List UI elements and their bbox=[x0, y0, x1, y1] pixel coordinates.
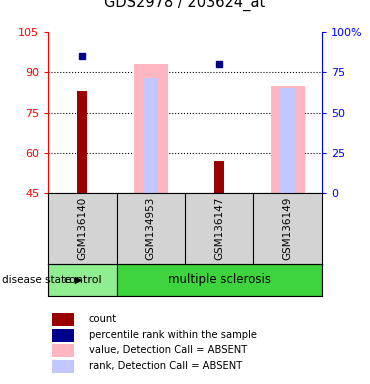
Bar bbox=[52, 360, 74, 373]
Bar bbox=[280, 88, 295, 193]
Text: disease state ▶: disease state ▶ bbox=[2, 275, 83, 285]
Bar bbox=[52, 313, 74, 326]
Text: value, Detection Call = ABSENT: value, Detection Call = ABSENT bbox=[89, 345, 247, 355]
Bar bbox=[77, 91, 87, 193]
Bar bbox=[52, 329, 74, 342]
Bar bbox=[117, 264, 322, 296]
Bar bbox=[134, 64, 168, 193]
Bar bbox=[48, 264, 117, 296]
Text: GSM134953: GSM134953 bbox=[146, 197, 156, 260]
Text: rank, Detection Call = ABSENT: rank, Detection Call = ABSENT bbox=[89, 361, 242, 371]
Text: GSM136140: GSM136140 bbox=[77, 197, 87, 260]
Bar bbox=[143, 78, 158, 193]
Bar bbox=[270, 86, 305, 193]
Text: GSM136147: GSM136147 bbox=[214, 197, 224, 260]
Text: multiple sclerosis: multiple sclerosis bbox=[168, 273, 271, 286]
Text: GSM136149: GSM136149 bbox=[283, 197, 293, 260]
Text: count: count bbox=[89, 314, 117, 324]
Text: GDS2978 / 203624_at: GDS2978 / 203624_at bbox=[104, 0, 266, 11]
Bar bbox=[52, 344, 74, 357]
Bar bbox=[214, 161, 224, 193]
Text: percentile rank within the sample: percentile rank within the sample bbox=[89, 329, 257, 339]
Text: control: control bbox=[63, 275, 102, 285]
